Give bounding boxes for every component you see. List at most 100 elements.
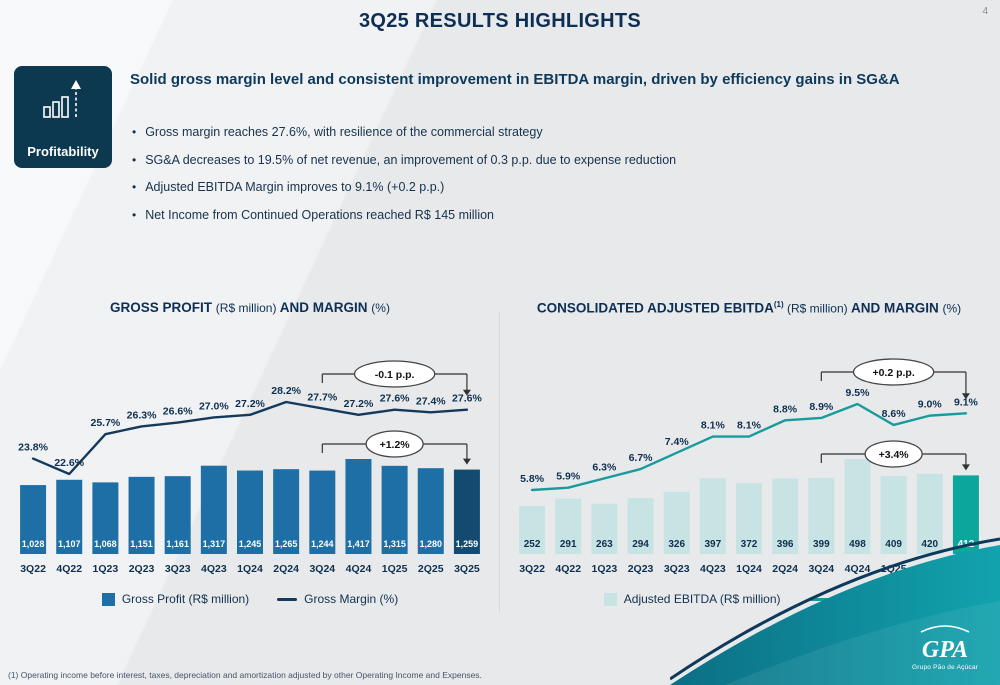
line-value-label: 27.2% — [344, 398, 374, 410]
bar-value-label: 294 — [632, 539, 649, 550]
chart-title-segment: CONSOLIDATED ADJUSTED EBITDA — [536, 300, 774, 316]
x-axis-label: 1Q23 — [592, 563, 618, 575]
bar-3Q24 — [309, 470, 336, 554]
annotation-arrowhead-icon — [961, 464, 970, 471]
bar-3Q23 — [663, 491, 690, 554]
line-value-label: 27.6% — [380, 393, 410, 405]
line-value-label: 22.6% — [54, 457, 84, 469]
bar-1Q24 — [237, 470, 263, 554]
bullet-text: Adjusted EBITDA Margin improves to 9.1% … — [145, 180, 445, 194]
bar-value-label: 291 — [560, 539, 577, 550]
bar-value-label: 397 — [705, 539, 722, 550]
bar-4Q24 — [844, 459, 871, 554]
bar-4Q23 — [699, 478, 726, 554]
legend-swatch-line — [808, 597, 829, 601]
bar-4Q24 — [345, 459, 372, 554]
gpa-logo: GPA Grupo Pão de Açúcar — [912, 620, 978, 671]
legend-item: Gross Profit (R$ million) — [101, 592, 249, 606]
bar-value-label: 1,315 — [383, 539, 406, 549]
bar-value-label: 326 — [668, 539, 685, 550]
x-axis-label: 4Q24 — [845, 563, 871, 575]
bar-1Q23 — [92, 482, 119, 554]
line-value-label: 26.6% — [163, 406, 193, 418]
annotation-text: +1.2% — [380, 439, 411, 451]
bar-value-label: 399 — [813, 539, 830, 550]
gpa-logo-subtext: Grupo Pão de Açúcar — [912, 664, 978, 671]
chart-title-segment: (%) — [942, 301, 962, 316]
x-axis-label: 3Q24 — [309, 563, 335, 575]
line-value-label: 27.0% — [199, 400, 229, 412]
line-value-label: 8.1% — [701, 420, 726, 432]
bar-1Q25 — [381, 465, 408, 554]
bullet-text: Gross margin reaches 27.6%, with resilie… — [145, 125, 543, 139]
legend-item: Adjusted EBITDA (R$ million) — [603, 592, 781, 606]
bar-value-label: 420 — [921, 539, 938, 550]
page-number: 4 — [982, 6, 988, 17]
x-axis-label: 1Q24 — [237, 563, 263, 575]
bar-2Q25 — [417, 468, 444, 554]
bar-value-label: 1,317 — [203, 539, 226, 549]
x-axis-label: 4Q22 — [555, 563, 581, 575]
annotation-arrowhead-icon — [462, 458, 471, 465]
adjusted-ebitda-plot: 252 3Q22 291 4Q22 263 1Q23 294 2Q23 326 3Q23 397 4Q… — [519, 358, 979, 575]
bar-value-label: 372 — [741, 539, 758, 550]
bar-value-label: 1,068 — [94, 539, 117, 549]
x-axis-label: 4Q23 — [201, 563, 227, 575]
annotation-bubble — [353, 360, 436, 388]
bullet-text: SG&A decreases to 19.5% of net revenue, … — [145, 152, 677, 167]
bar-2Q24 — [772, 478, 799, 554]
bar-value-label: 1,265 — [275, 539, 298, 549]
margin-line — [31, 400, 469, 476]
charts-divider — [499, 312, 500, 612]
x-axis-label: 4Q24 — [346, 563, 372, 575]
bar-value-label: 498 — [849, 539, 866, 550]
x-axis-label: 4Q23 — [700, 563, 726, 575]
bar-2Q24 — [273, 469, 300, 554]
annotation-text: -0.1 p.p. — [375, 369, 415, 381]
chart-title-segment: (%) — [371, 301, 390, 315]
bar-value-label: 409 — [885, 539, 902, 550]
gross-profit-plot: 1,028 3Q22 1,107 4Q22 1,068 1Q23 1,151 2Q23 1,16… — [18, 360, 482, 575]
line-value-label: 9.1% — [954, 396, 979, 408]
gross-profit-chart: GROSS PROFIT (R$ million) AND MARGIN (%)… — [15, 300, 485, 606]
annotation-arrowhead-icon — [462, 389, 471, 396]
bar-value-label: 1,028 — [22, 539, 45, 549]
line-value-label: 7.4% — [665, 436, 690, 448]
x-axis-label: 1Q25 — [382, 563, 408, 575]
line-value-label: 8.6% — [882, 408, 907, 420]
legend-item: Gross Margin (%) — [277, 592, 398, 606]
bar-3Q23 — [164, 476, 191, 554]
bar-value-label: 1,151 — [130, 539, 153, 549]
bar-value-label: 1,259 — [456, 539, 479, 549]
bar-2Q25 — [916, 473, 943, 554]
x-axis-label: 3Q24 — [808, 563, 834, 575]
profitability-badge-label: Profitability — [27, 144, 99, 159]
bar-4Q23 — [200, 465, 227, 554]
legend-label: Gross Margin (%) — [304, 592, 399, 606]
line-value-label: 27.2% — [235, 398, 265, 410]
annotation-bubble — [864, 440, 923, 468]
chart-title-segment: (R$ million) — [215, 301, 280, 315]
bar-4Q22 — [56, 479, 83, 554]
highlight-bullets: Gross margin reaches 27.6%, with resilie… — [132, 124, 972, 234]
x-axis-label: 3Q22 — [20, 563, 46, 575]
line-value-label: 25.7% — [90, 417, 120, 429]
x-axis-label: 1Q24 — [736, 563, 762, 575]
bullet-item: Net Income from Continued Operations rea… — [132, 207, 972, 225]
gross-profit-chart-title: GROSS PROFIT (R$ million) AND MARGIN (%) — [15, 300, 485, 320]
chart-title-segment: GROSS PROFIT — [110, 300, 216, 315]
line-value-label: 28.2% — [271, 385, 301, 397]
x-axis-label: 2Q25 — [418, 563, 444, 575]
section-headline: Solid gross margin level and consistent … — [130, 71, 900, 88]
bullet-item: SG&A decreases to 19.5% of net revenue, … — [132, 152, 972, 170]
x-axis-label: 2Q24 — [273, 563, 299, 575]
gpa-logo-text: GPA — [921, 637, 969, 663]
line-value-label: 5.8% — [520, 473, 545, 485]
gross-profit-legend: Gross Profit (R$ million) Gross Margin (%… — [15, 592, 485, 606]
x-axis-label: 3Q25 — [454, 563, 480, 575]
bullet-text: Net Income from Continued Operations rea… — [145, 207, 494, 222]
bar-value-label: 396 — [777, 539, 794, 550]
annotation-text: +0.2 p.p. — [872, 367, 914, 379]
bar-value-label: 1,161 — [166, 539, 189, 549]
